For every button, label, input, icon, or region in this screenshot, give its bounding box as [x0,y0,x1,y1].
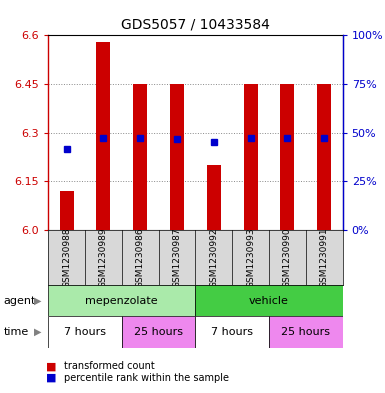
FancyBboxPatch shape [122,316,195,348]
Bar [244,84,258,230]
FancyBboxPatch shape [195,316,269,348]
Bar [207,165,221,230]
Text: GSM1230987: GSM1230987 [172,227,181,288]
Text: GSM1230992: GSM1230992 [209,227,218,288]
Bar [96,42,110,230]
Text: ▶: ▶ [34,296,42,306]
Text: ■: ■ [46,373,57,383]
FancyBboxPatch shape [269,316,343,348]
Bar [133,84,147,230]
Title: GDS5057 / 10433584: GDS5057 / 10433584 [121,17,270,31]
Text: percentile rank within the sample: percentile rank within the sample [64,373,229,383]
Text: ■: ■ [46,361,57,371]
FancyBboxPatch shape [48,285,195,316]
Text: GSM1230991: GSM1230991 [320,227,329,288]
Bar [60,191,74,230]
Text: 7 hours: 7 hours [211,327,253,337]
Text: agent: agent [4,296,36,306]
Text: GSM1230989: GSM1230989 [99,227,108,288]
Text: GSM1230986: GSM1230986 [136,227,145,288]
Text: 25 hours: 25 hours [134,327,183,337]
Bar [170,84,184,230]
FancyBboxPatch shape [48,316,122,348]
Text: 7 hours: 7 hours [64,327,106,337]
Text: ▶: ▶ [34,327,42,337]
Text: time: time [4,327,29,337]
Text: GSM1230988: GSM1230988 [62,227,71,288]
Text: GSM1230990: GSM1230990 [283,227,292,288]
Text: vehicle: vehicle [249,296,289,306]
Bar [280,84,295,230]
Text: 25 hours: 25 hours [281,327,330,337]
Text: GSM1230993: GSM1230993 [246,227,255,288]
Bar [317,84,331,230]
Text: mepenzolate: mepenzolate [85,296,158,306]
Text: transformed count: transformed count [64,361,154,371]
FancyBboxPatch shape [195,285,343,316]
